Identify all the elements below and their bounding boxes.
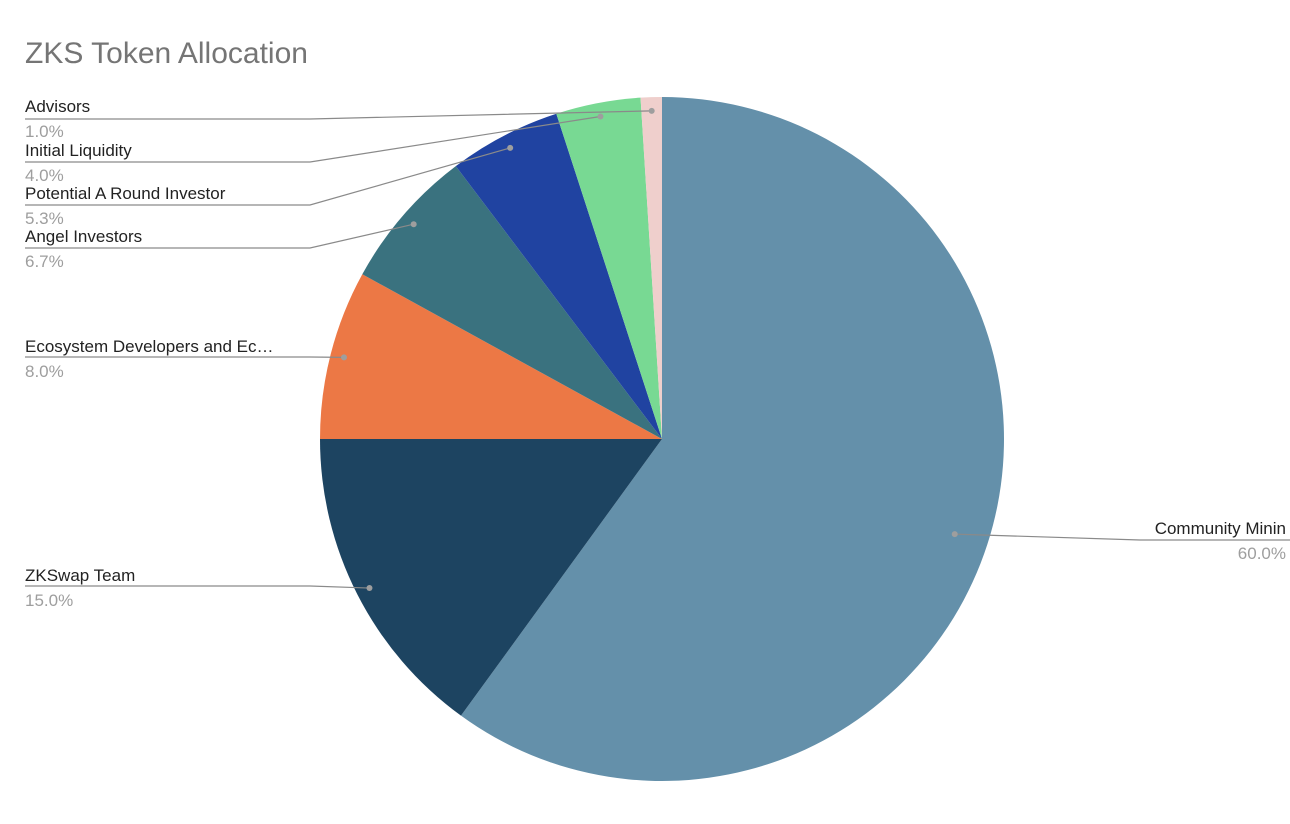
pie-slice-zkswap-team [320, 439, 662, 716]
leader-dot [366, 585, 373, 592]
slice-label-name: Angel Investors [25, 227, 142, 246]
slice-labels: Community Minin 60.0% ZKSwap Team 15.0% Ecos… [25, 97, 1286, 610]
leader-dot [340, 354, 347, 361]
leader-line [25, 585, 370, 589]
slice-label-value: 8.0% [25, 362, 64, 381]
slice-label-name: Potential A Round Investor [25, 184, 226, 203]
leader-line [25, 223, 414, 249]
slice-label-name: Community Minin [1155, 519, 1286, 538]
slice-label-name: Initial Liquidity [25, 141, 132, 160]
slice-label-value: 15.0% [25, 591, 73, 610]
leader-dot [597, 113, 604, 120]
leader-line [25, 110, 652, 120]
pie-slices [320, 97, 1005, 781]
leader-dot [507, 144, 514, 151]
slice-label-name: Advisors [25, 97, 90, 116]
leader-dot [648, 107, 655, 114]
leader-dot [410, 221, 417, 228]
pie-slice-angel-investors [362, 166, 662, 439]
slice-label-value: 1.0% [25, 122, 64, 141]
leader-line [954, 533, 1290, 541]
pie-slice-initial-liquidity [556, 97, 662, 439]
slice-label-value: 5.3% [25, 209, 64, 228]
slice-label-value: 4.0% [25, 166, 64, 185]
leader-line [25, 147, 511, 206]
pie-slice-potential-a-round-investor [455, 113, 662, 439]
pie-slice-advisors [640, 97, 662, 439]
slice-label-name: ZKSwap Team [25, 566, 135, 585]
chart-title: ZKS Token Allocation [25, 37, 308, 70]
leader-dot [951, 531, 958, 538]
slice-label-value: 6.7% [25, 252, 64, 271]
slice-label-name: Ecosystem Developers and Ec… [25, 337, 274, 356]
slice-label-value: 60.0% [1238, 544, 1286, 563]
pie-slice-ecosystem-developers-and-ec [320, 274, 662, 439]
leader-lines [25, 107, 1290, 592]
pie-slice-community-mining [460, 97, 1005, 781]
leader-line [25, 115, 601, 163]
